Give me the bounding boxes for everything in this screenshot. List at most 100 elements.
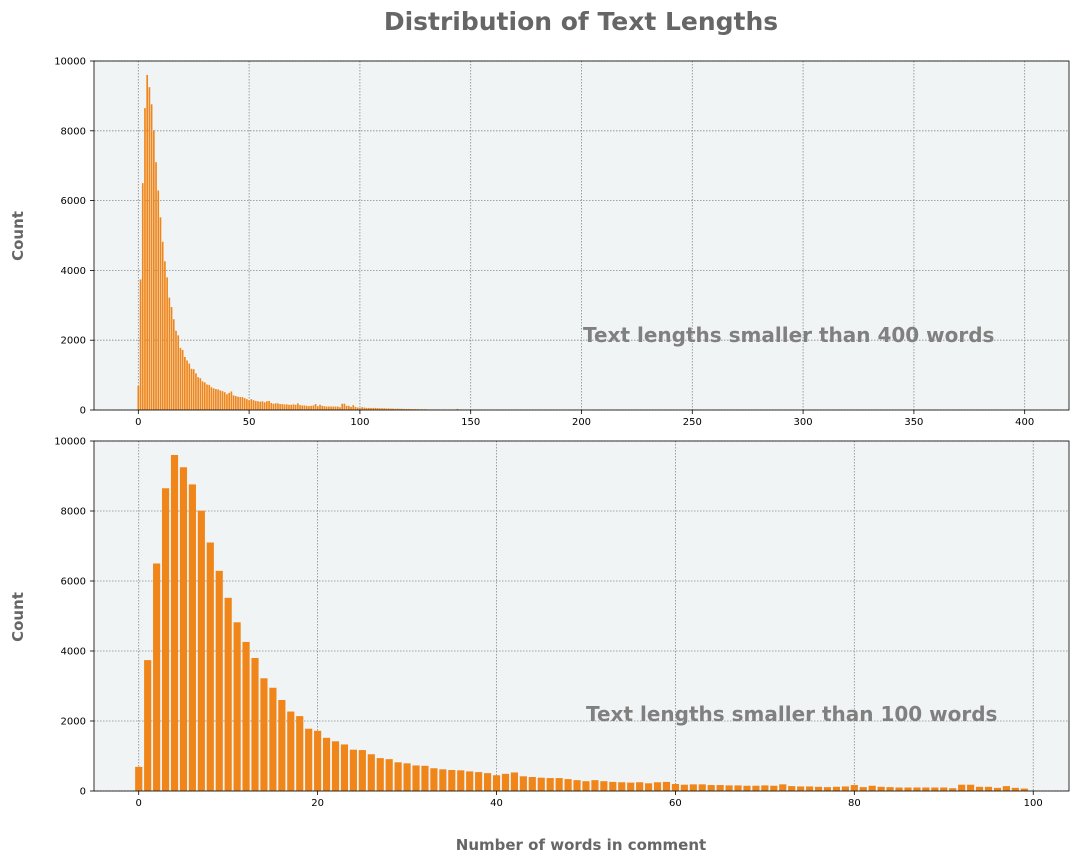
bar — [556, 778, 563, 791]
bar — [275, 403, 277, 410]
bar — [627, 783, 634, 791]
bar — [188, 364, 190, 410]
x-tick-label: 80 — [848, 798, 861, 809]
bar — [326, 407, 328, 410]
bar — [242, 397, 244, 410]
bar — [301, 405, 303, 410]
bar — [726, 785, 733, 791]
bar — [186, 360, 188, 410]
bar — [244, 398, 246, 410]
bar — [284, 404, 286, 410]
y-tick-label: 4000 — [61, 266, 86, 277]
bar — [315, 404, 317, 410]
bar — [228, 393, 230, 410]
bar — [282, 404, 284, 410]
bar — [260, 678, 267, 791]
bar — [337, 407, 339, 410]
x-tick-label: 150 — [461, 417, 480, 428]
x-tick-label: 0 — [136, 798, 142, 809]
bar — [815, 787, 822, 791]
x-tick-label: 350 — [904, 417, 923, 428]
bar — [197, 377, 199, 410]
bar — [654, 782, 661, 791]
bar — [304, 405, 306, 410]
bar — [246, 399, 248, 410]
bar — [204, 382, 206, 410]
y-axis-label-top: Count — [9, 211, 27, 261]
bar — [273, 404, 275, 410]
bar — [361, 407, 363, 410]
bar — [208, 385, 210, 410]
bar — [573, 780, 580, 791]
annotation-top: Text lengths smaller than 400 words — [583, 323, 994, 347]
bar — [672, 784, 679, 791]
bar — [164, 261, 166, 410]
bar — [305, 729, 312, 791]
bar — [332, 741, 339, 791]
bar — [140, 279, 142, 410]
bar — [317, 406, 319, 410]
bar — [250, 399, 252, 410]
bar — [195, 373, 197, 410]
bar — [248, 400, 250, 410]
bar — [386, 759, 393, 791]
bar — [538, 778, 545, 791]
bar — [895, 788, 902, 792]
bar — [967, 785, 974, 791]
bar — [308, 406, 310, 410]
bar — [779, 784, 786, 791]
bar — [341, 744, 348, 791]
bar — [904, 788, 911, 792]
bar — [144, 108, 146, 410]
bar — [352, 405, 354, 410]
bar — [162, 488, 169, 791]
bar — [359, 750, 366, 791]
bar — [137, 386, 139, 410]
bar — [226, 394, 228, 410]
bar — [547, 778, 554, 791]
bar — [922, 788, 929, 792]
bar — [976, 787, 983, 791]
bar — [609, 782, 616, 791]
x-tick-label: 200 — [572, 417, 591, 428]
bar — [1012, 788, 1019, 791]
bar — [582, 781, 589, 791]
bar — [153, 130, 155, 410]
subplot-top: 0 50 100 150 200 250 300 350 4000200040006000800… — [9, 57, 1069, 429]
bar — [306, 406, 308, 410]
bar — [788, 786, 795, 791]
y-tick-label: 2000 — [61, 717, 86, 728]
bar — [310, 406, 312, 410]
x-tick-label: 50 — [243, 417, 256, 428]
bar — [761, 785, 768, 791]
bar — [403, 763, 410, 791]
bar — [493, 775, 500, 791]
bar — [299, 405, 301, 410]
bar — [346, 406, 348, 410]
bar — [191, 369, 193, 410]
bar — [200, 378, 202, 410]
bar — [189, 484, 196, 791]
bar — [177, 335, 179, 410]
y-tick-label: 10000 — [54, 57, 86, 68]
bar — [268, 401, 270, 410]
bar — [339, 407, 341, 410]
bar — [949, 788, 956, 791]
bar — [439, 769, 446, 791]
bar — [743, 786, 750, 791]
bar — [255, 401, 257, 410]
x-tick-label: 100 — [1024, 798, 1043, 809]
bar — [833, 787, 840, 791]
bar — [600, 781, 607, 791]
bar — [708, 785, 715, 791]
bar — [313, 405, 315, 410]
bar — [842, 786, 849, 791]
bar — [231, 392, 233, 410]
bar — [264, 402, 266, 410]
annotation-bottom: Text lengths smaller than 100 words — [586, 702, 997, 726]
bar — [851, 785, 858, 791]
bar — [207, 543, 214, 792]
bar — [180, 348, 182, 410]
bar — [217, 389, 219, 410]
bar — [166, 277, 168, 410]
